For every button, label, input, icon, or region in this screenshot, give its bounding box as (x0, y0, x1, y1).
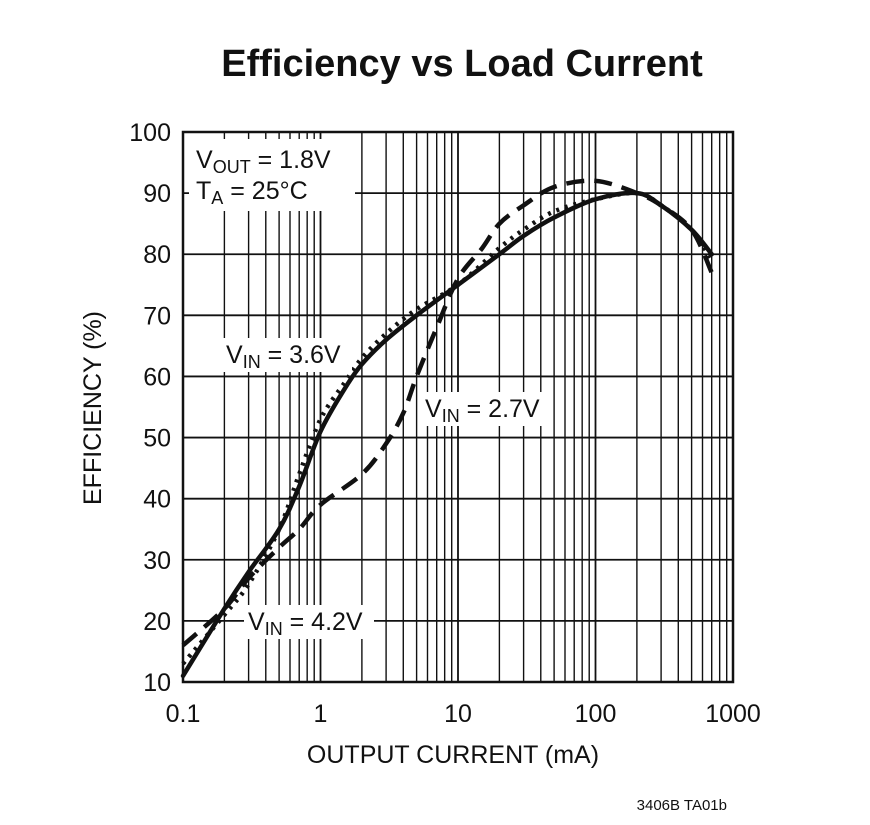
x-tick-label: 10 (444, 700, 472, 728)
y-tick-label: 70 (143, 302, 171, 330)
series-label-2v7: VIN = 2.7V (425, 395, 540, 426)
series-lines (180, 178, 714, 679)
x-tick-label: 1 (314, 700, 328, 728)
y-axis-label: EFFICIENCY (%) (79, 311, 107, 505)
y-tick-label: 50 (143, 425, 171, 453)
series-label-4v2: VIN = 4.2V (248, 608, 363, 639)
ta-condition: TA = 25°C (196, 177, 308, 208)
x-tick-label: 0.1 (166, 700, 201, 728)
conditions-box (189, 139, 355, 211)
y-tick-label: 10 (143, 669, 171, 697)
y-tick-label: 20 (143, 608, 171, 636)
plot-frame (181, 130, 735, 684)
chart-title: Efficiency vs Load Current (221, 43, 703, 85)
x-tick-label: 1000 (705, 700, 761, 728)
figure-code: 3406B TA01b (637, 797, 727, 814)
x-axis-label: OUTPUT CURRENT (mA) (307, 741, 599, 769)
vout-condition: VOUT = 1.8V (196, 146, 331, 177)
y-tick-label: 30 (143, 547, 171, 575)
y-tick-label: 60 (143, 363, 171, 391)
series-line-dotted (181, 190, 714, 666)
y-tick-labels: 10 20 30 40 50 60 70 80 90 100 (129, 119, 171, 697)
y-tick-label: 90 (143, 180, 171, 208)
x-tick-labels: 0.1 1 10 100 1000 (166, 700, 761, 728)
y-tick-label: 40 (143, 486, 171, 514)
label-bg-4v2 (244, 605, 374, 639)
series-line-solid (180, 190, 714, 679)
label-bg-3v6 (222, 338, 352, 372)
y-tick-label: 80 (143, 241, 171, 269)
x-tick-label: 100 (575, 700, 617, 728)
series-line-dashed (181, 178, 714, 648)
label-bg-2v7 (421, 392, 551, 426)
y-tick-label: 100 (129, 119, 171, 147)
series-label-3v6: VIN = 3.6V (226, 341, 341, 372)
